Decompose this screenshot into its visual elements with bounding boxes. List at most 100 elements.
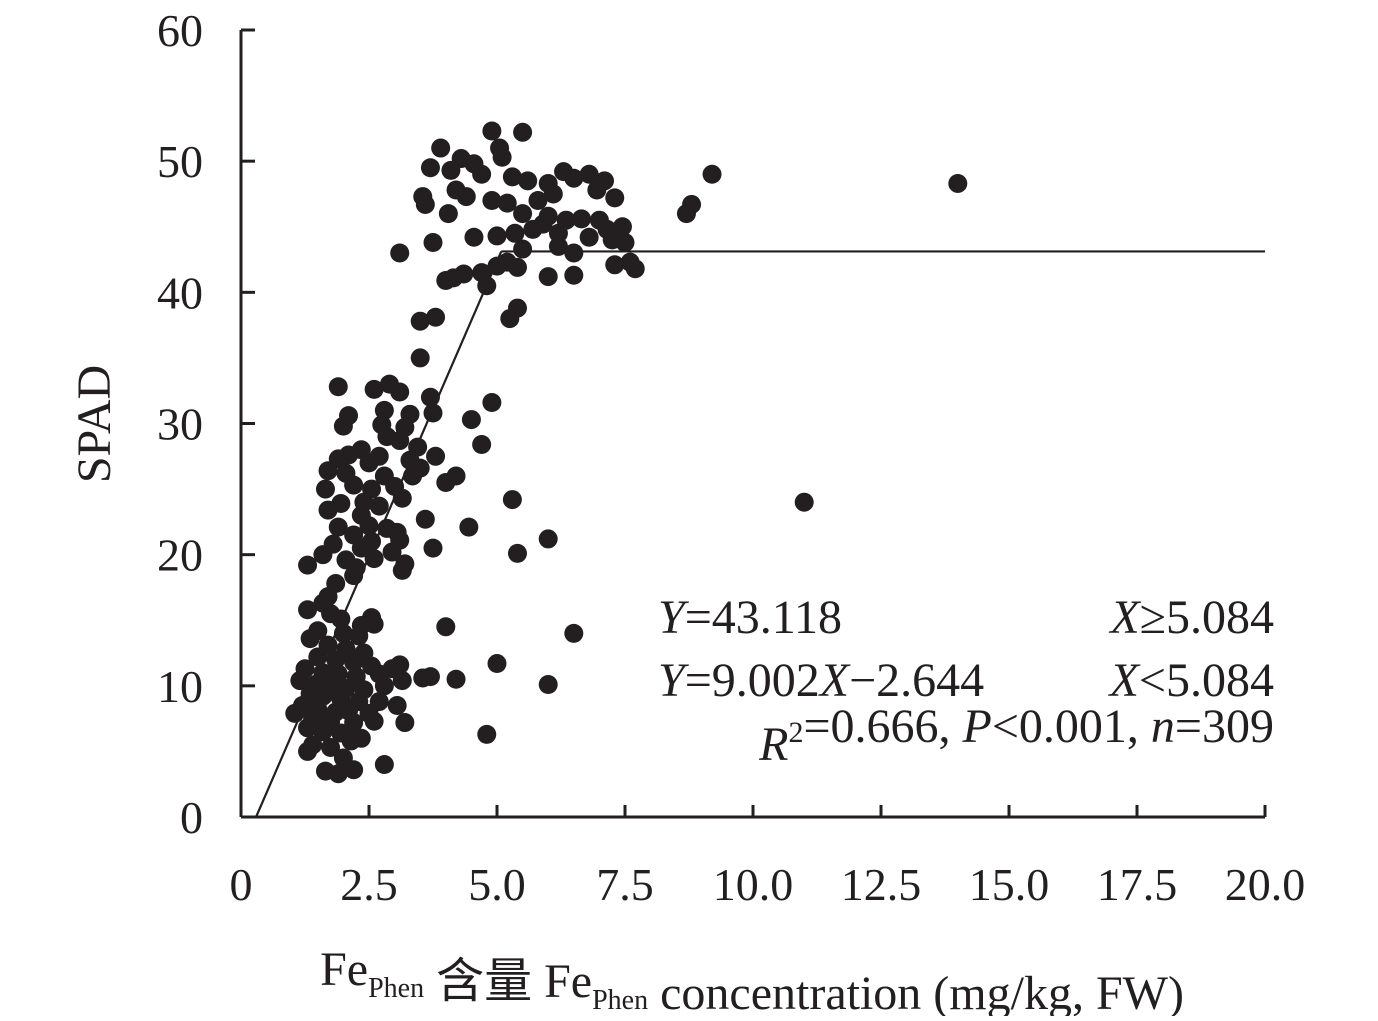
data-point (390, 243, 410, 263)
data-point (318, 461, 338, 481)
data-point (502, 490, 522, 510)
data-point (341, 731, 361, 751)
y-tick-label: 20 (157, 530, 203, 581)
data-point (328, 377, 348, 397)
data-point (315, 479, 335, 499)
data-point (374, 755, 394, 775)
data-point (794, 492, 814, 512)
data-point (487, 226, 507, 246)
data-point (331, 609, 351, 629)
data-point (461, 410, 481, 430)
data-point (472, 434, 492, 454)
data-point (587, 180, 607, 200)
data-point (364, 614, 384, 634)
data-point (605, 188, 625, 208)
data-point (290, 671, 310, 691)
data-point (349, 626, 369, 646)
data-point (364, 379, 384, 399)
data-point (390, 382, 410, 402)
data-point (523, 219, 543, 239)
fit-line-segment (255, 250, 503, 818)
data-point (446, 669, 466, 689)
x-axis-title-part: Fe (320, 943, 368, 996)
data-point (507, 543, 527, 563)
data-point (702, 164, 722, 184)
data-point (605, 255, 625, 275)
data-point (298, 555, 318, 575)
data-point (548, 236, 568, 256)
y-tick-label: 50 (157, 136, 203, 187)
data-point (410, 348, 430, 368)
annotation-part: <5.084 (1139, 654, 1274, 707)
x-tick-label: 15.0 (969, 859, 1050, 910)
data-point (344, 652, 364, 672)
fit-line-layer (255, 250, 1265, 818)
data-point (579, 164, 599, 184)
condition-text: X≥5.084 (1108, 591, 1274, 644)
data-point (472, 164, 492, 184)
data-point (464, 227, 484, 247)
data-point (344, 760, 364, 780)
data-point (502, 167, 522, 187)
x-tick-label: 10.0 (713, 859, 794, 910)
data-point (321, 737, 341, 757)
data-point (505, 223, 525, 243)
data-point (390, 431, 410, 451)
y-tick-label: 10 (157, 661, 203, 712)
data-point (364, 549, 384, 569)
data-point (441, 160, 461, 180)
data-point (392, 488, 412, 508)
data-point (426, 307, 446, 327)
data-point (625, 259, 645, 279)
data-point (513, 239, 533, 259)
data-point (571, 209, 591, 229)
data-point (390, 655, 410, 675)
data-point (420, 158, 440, 178)
data-point (538, 267, 558, 287)
data-point (518, 171, 538, 191)
data-point (500, 309, 520, 329)
data-point (564, 623, 584, 643)
data-point (387, 696, 407, 716)
annotation-part: P (962, 700, 992, 753)
data-point (392, 671, 412, 691)
data-points-layer (285, 121, 968, 784)
annotation-part: Y (658, 591, 689, 644)
data-point (564, 243, 584, 263)
y-tick-label: 40 (157, 267, 203, 318)
data-point (344, 566, 364, 586)
y-tick-label: 30 (157, 399, 203, 450)
data-point (318, 500, 338, 520)
data-point (359, 516, 379, 536)
x-axis-title-subscript: Phen (592, 985, 648, 1016)
data-point (395, 713, 415, 733)
data-point (403, 466, 423, 486)
data-point (676, 204, 696, 224)
data-point (359, 453, 379, 473)
data-point (948, 173, 968, 193)
x-tick-label: 7.5 (596, 859, 654, 910)
data-point (313, 545, 333, 565)
data-point (328, 764, 348, 784)
data-point (477, 276, 497, 296)
data-point (612, 217, 632, 237)
data-point (477, 724, 497, 744)
annotation-part: X (818, 654, 851, 707)
x-tick-label: 20.0 (1225, 859, 1306, 910)
data-point (543, 184, 563, 204)
data-point (482, 191, 502, 211)
data-point (333, 623, 353, 643)
data-point (538, 529, 558, 549)
annotation-part: X (1108, 591, 1141, 644)
annotation-part: Y (658, 654, 689, 707)
data-point (369, 496, 389, 516)
x-tick-label: 17.5 (1097, 859, 1178, 910)
data-point (446, 180, 466, 200)
data-point (513, 122, 533, 142)
data-point (497, 252, 517, 272)
x-axis-title-part: concentration (mg/kg, FW) (648, 967, 1184, 1016)
annotation-part: R (758, 718, 788, 771)
data-point (415, 194, 435, 214)
